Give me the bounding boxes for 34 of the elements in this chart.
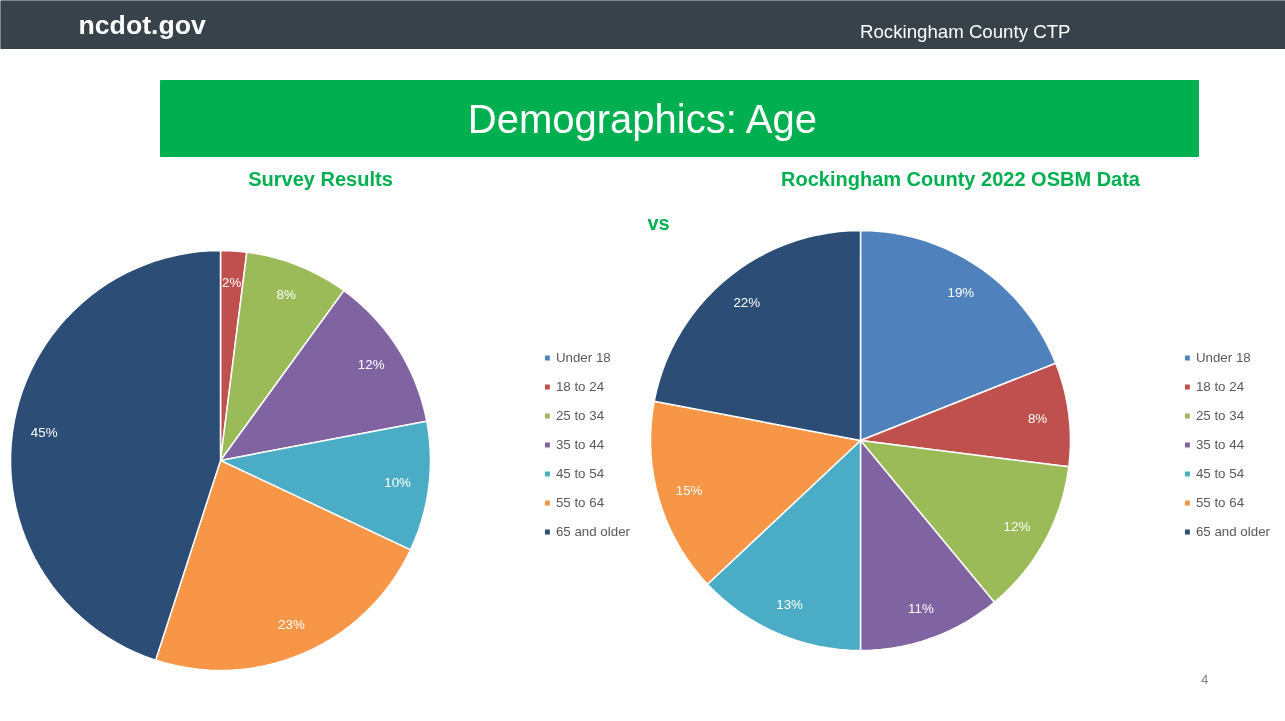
text: vs bbox=[647, 211, 670, 234]
legend-label: 45 to 54 bbox=[555, 465, 605, 481]
legend-label: 55 to 64 bbox=[555, 494, 605, 510]
data-label: 45% bbox=[30, 425, 58, 441]
data-label: 23% bbox=[278, 616, 305, 632]
data-label: 12% bbox=[357, 357, 385, 373]
legend-label: 65 and older bbox=[555, 523, 630, 539]
data-label: 10% bbox=[384, 475, 412, 491]
text: ncdot.gov bbox=[78, 9, 207, 40]
legend-label: 18 to 24 bbox=[555, 378, 605, 394]
legend-label: 65 and older bbox=[1195, 523, 1270, 539]
legend-label: 45 to 54 bbox=[1195, 465, 1245, 481]
legend-label: 35 to 44 bbox=[555, 436, 605, 452]
text: 4 bbox=[1201, 672, 1210, 687]
data-label: 8% bbox=[276, 287, 296, 303]
legend-label: 35 to 44 bbox=[1195, 436, 1245, 452]
legend-label: 18 to 24 bbox=[1195, 378, 1245, 394]
data-label: 12% bbox=[1003, 518, 1031, 534]
legend-label: 25 to 34 bbox=[555, 407, 605, 423]
legend-label: Under 18 bbox=[1195, 349, 1251, 365]
chart-title: Rockingham County 2022 OSBM Data bbox=[781, 167, 1141, 190]
data-label: 13% bbox=[776, 596, 804, 612]
text: Rockingham County CTP bbox=[860, 21, 1071, 42]
data-label: 19% bbox=[947, 285, 975, 301]
legend-label: Under 18 bbox=[555, 349, 611, 365]
data-label: 11% bbox=[908, 600, 934, 616]
data-label: 22% bbox=[733, 295, 761, 311]
legend-label: 25 to 34 bbox=[1195, 407, 1245, 423]
data-label: 8% bbox=[1027, 410, 1048, 426]
text: Demographics: Age bbox=[467, 96, 817, 141]
chart-title: Survey Results bbox=[248, 167, 393, 190]
legend-label: 55 to 64 bbox=[1195, 494, 1245, 510]
data-label: 2% bbox=[222, 274, 242, 290]
data-label: 15% bbox=[675, 482, 703, 498]
